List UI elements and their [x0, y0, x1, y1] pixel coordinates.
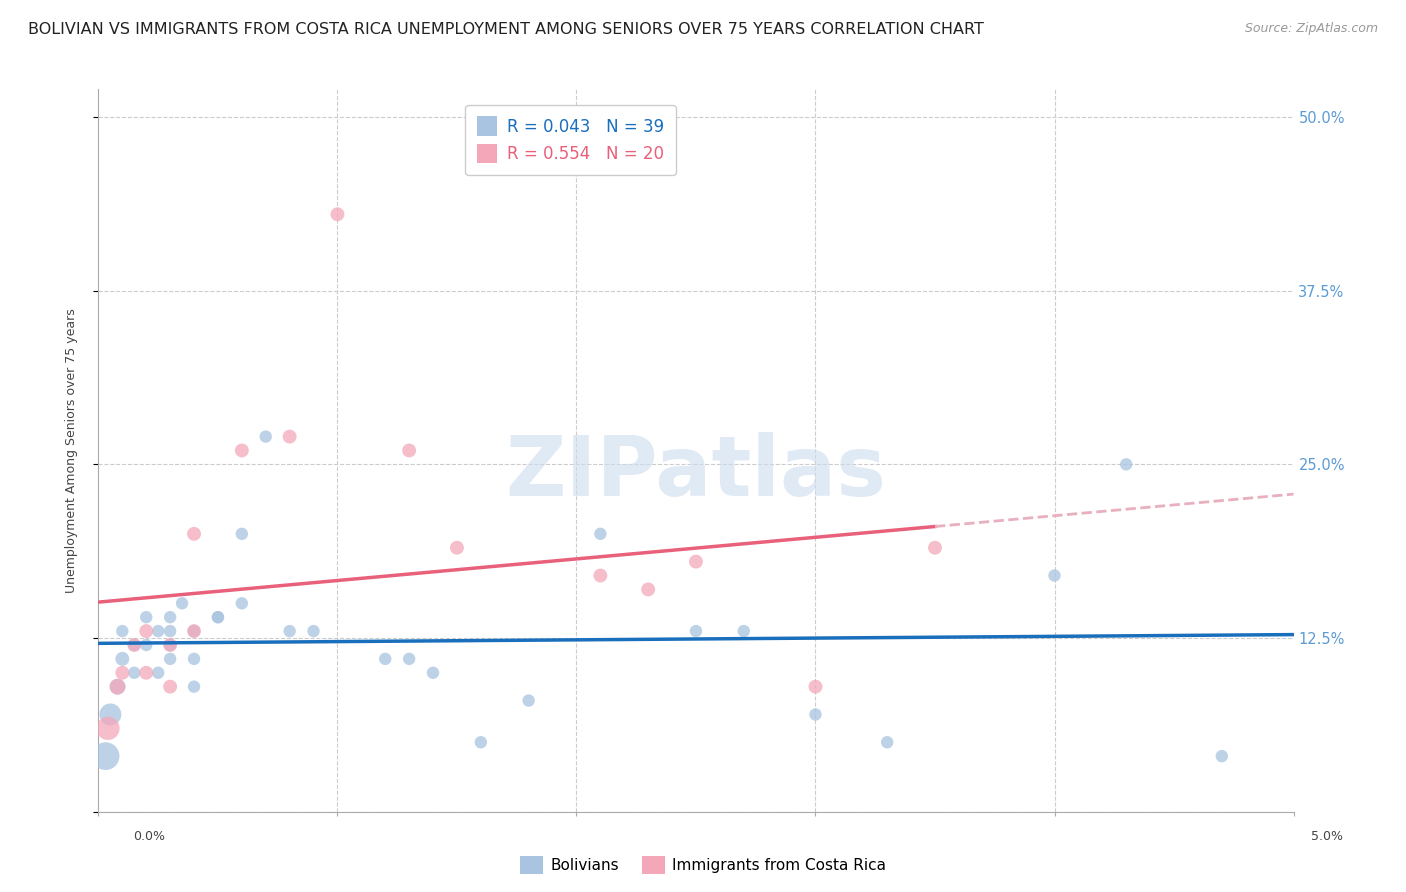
Point: [148, 665, 170, 680]
Point: [94, 749, 117, 764]
Point: [207, 610, 229, 624]
Point: [207, 610, 229, 624]
Point: [1043, 568, 1066, 582]
Point: [159, 652, 181, 666]
Point: [183, 624, 205, 639]
Point: [111, 665, 134, 680]
Point: [398, 443, 420, 458]
Point: [107, 680, 129, 694]
Legend: Bolivians, Immigrants from Costa Rica: Bolivians, Immigrants from Costa Rica: [513, 850, 893, 880]
Point: [183, 652, 205, 666]
Point: [159, 610, 181, 624]
Point: [172, 596, 194, 610]
Point: [685, 624, 707, 639]
Point: [111, 652, 134, 666]
Point: [302, 624, 325, 639]
Point: [124, 638, 146, 652]
Point: [159, 638, 181, 652]
Point: [124, 665, 146, 680]
Point: [183, 624, 205, 639]
Point: [98, 707, 122, 722]
Point: [97, 722, 120, 736]
Text: 5.0%: 5.0%: [1310, 830, 1343, 843]
Point: [148, 624, 170, 639]
Point: [111, 624, 134, 639]
Point: [517, 693, 540, 707]
Point: [159, 680, 181, 694]
Point: [231, 596, 253, 610]
Point: [685, 555, 707, 569]
Point: [135, 624, 157, 639]
Point: [804, 680, 827, 694]
Point: [159, 638, 181, 652]
Point: [107, 680, 129, 694]
Point: [183, 526, 205, 541]
Point: [278, 429, 301, 443]
Point: [231, 443, 253, 458]
Point: [135, 610, 157, 624]
Point: [398, 652, 420, 666]
Point: [470, 735, 492, 749]
Point: [924, 541, 946, 555]
Point: [589, 526, 612, 541]
Text: Source: ZipAtlas.com: Source: ZipAtlas.com: [1244, 22, 1378, 36]
Point: [254, 429, 277, 443]
Point: [278, 624, 301, 639]
Text: 0.0%: 0.0%: [134, 830, 166, 843]
Point: [876, 735, 898, 749]
Point: [124, 638, 146, 652]
Point: [183, 680, 205, 694]
Point: [422, 665, 444, 680]
Legend: R = 0.043   N = 39, R = 0.554   N = 20: R = 0.043 N = 39, R = 0.554 N = 20: [465, 104, 676, 175]
Text: ZIPatlas: ZIPatlas: [506, 432, 886, 513]
Point: [231, 526, 253, 541]
Point: [374, 652, 396, 666]
Point: [804, 707, 827, 722]
Text: BOLIVIAN VS IMMIGRANTS FROM COSTA RICA UNEMPLOYMENT AMONG SENIORS OVER 75 YEARS : BOLIVIAN VS IMMIGRANTS FROM COSTA RICA U…: [28, 22, 984, 37]
Point: [135, 665, 157, 680]
Point: [589, 568, 612, 582]
Point: [1115, 458, 1137, 472]
Point: [326, 207, 349, 221]
Point: [159, 624, 181, 639]
Point: [637, 582, 659, 597]
Point: [733, 624, 755, 639]
Y-axis label: Unemployment Among Seniors over 75 years: Unemployment Among Seniors over 75 years: [65, 308, 77, 593]
Point: [1211, 749, 1233, 764]
Point: [135, 638, 157, 652]
Point: [446, 541, 468, 555]
